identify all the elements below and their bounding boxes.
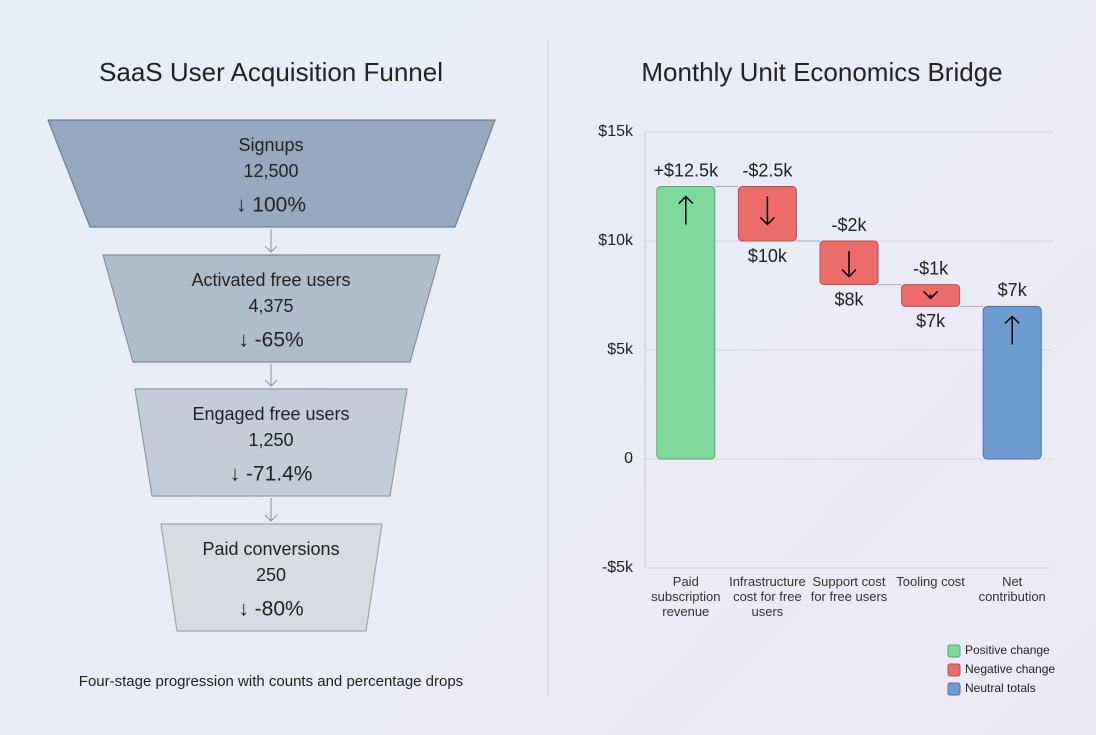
stage-name: Signups	[238, 135, 303, 155]
y-tick-label: 0	[624, 450, 633, 467]
funnel-stage	[160, 523, 383, 632]
bar-arrow	[841, 251, 857, 278]
bar-arrow	[678, 195, 694, 225]
x-tick-label-box: Paid subscription revenue	[651, 574, 721, 619]
value-label: -$2.5k	[742, 160, 793, 180]
stage-change: ↓ 100%	[236, 194, 306, 217]
stage-change: ↓ -65%	[238, 329, 303, 352]
chart-title: SaaS User Acquisition Funnel	[99, 57, 443, 87]
bar-arrow	[759, 196, 775, 226]
stage-name: Activated free users	[191, 270, 350, 290]
stage-value: 1,250	[248, 430, 293, 450]
funnel-stage	[47, 119, 496, 228]
value-label: +$12.5k	[654, 160, 720, 180]
y-tick-label: $15k	[598, 123, 634, 140]
y-tick-label: $5k	[607, 341, 634, 358]
bar	[982, 305, 1042, 460]
x-tick-label-box: Support cost for free users	[810, 574, 888, 604]
legend-swatch	[947, 663, 961, 677]
connector-head	[264, 245, 278, 253]
x-tick-label: Support cost for free users	[810, 574, 888, 604]
chart-title: Monthly Unit Economics Bridge	[641, 57, 1002, 87]
stage-change: ↓ -71.4%	[230, 463, 313, 486]
y-tick-label: -$5k	[602, 559, 634, 576]
subtotal-label: $10k	[748, 246, 788, 266]
stage-change: ↓ -80%	[238, 598, 303, 621]
y-tick-label: $10k	[598, 232, 634, 249]
stage-name: Paid conversions	[202, 539, 339, 559]
value-label: $7k	[998, 280, 1028, 300]
x-tick-label: Net contribution	[978, 574, 1046, 604]
x-tick-label-box: Infrastructure cost for free users	[729, 574, 806, 619]
subtotal-label: $8k	[834, 289, 864, 309]
x-tick-label-box: Net contribution	[978, 574, 1046, 604]
connector-head	[264, 514, 278, 522]
value-label: -$1k	[913, 258, 949, 278]
legend-swatch	[947, 644, 961, 658]
bar-arrow	[1004, 315, 1020, 345]
funnel-stage	[102, 254, 441, 363]
stage-value: 12,500	[243, 161, 298, 181]
bar	[656, 186, 716, 460]
legend-label: Neutral totals	[965, 681, 1036, 695]
stage-name: Engaged free users	[192, 404, 349, 424]
stage-value: 250	[256, 565, 286, 585]
legend-label: Positive change	[965, 643, 1050, 657]
x-tick-label: Tooling cost	[896, 574, 965, 589]
legend-swatch	[947, 682, 961, 696]
subtotal-label: $7k	[916, 311, 946, 331]
connector-head	[264, 379, 278, 387]
caption: Four-stage progression with counts and p…	[79, 673, 463, 690]
x-tick-label-box: Tooling cost	[896, 574, 965, 589]
x-tick-label: Paid subscription revenue	[651, 574, 721, 619]
legend-label: Negative change	[965, 662, 1055, 676]
stage-value: 4,375	[248, 296, 293, 316]
bar-arrow	[923, 290, 939, 300]
funnel-stage	[134, 388, 408, 497]
x-tick-label: Infrastructure cost for free users	[729, 574, 806, 619]
value-label: -$2k	[831, 215, 867, 235]
